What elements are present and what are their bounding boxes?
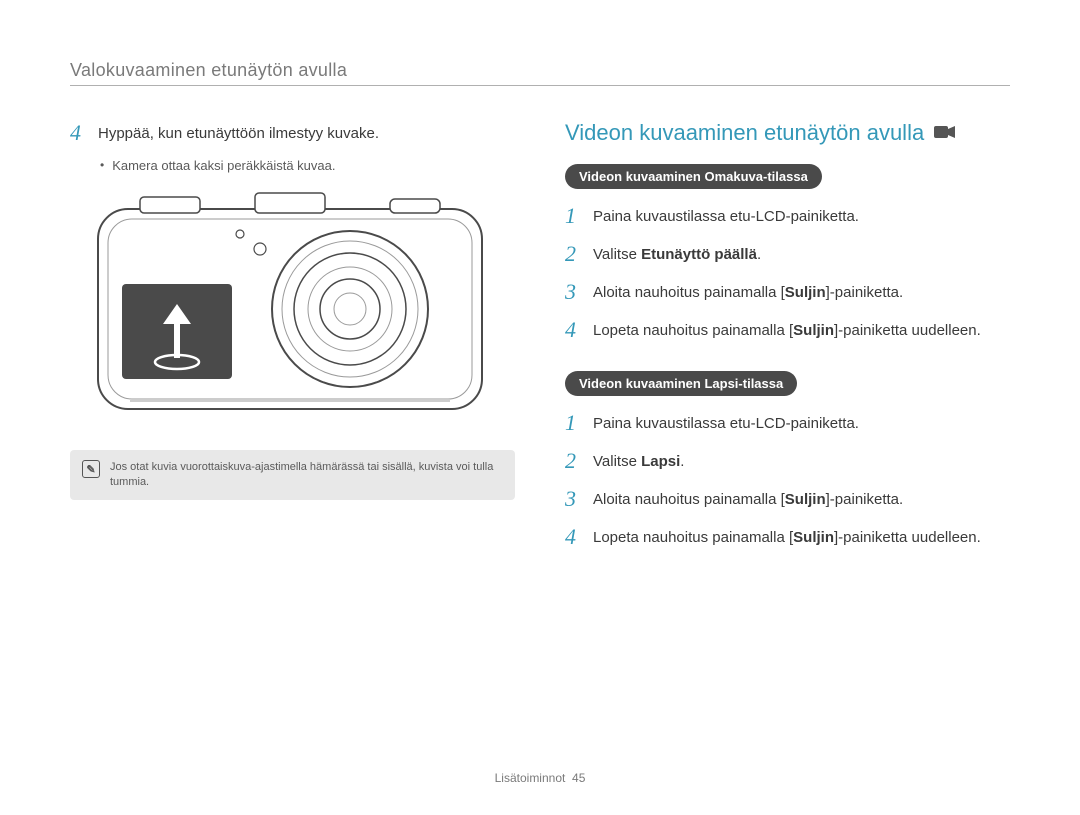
step-text: Hyppää, kun etunäyttöön ilmestyy kuvake. [98, 120, 379, 144]
section-title-text: Videon kuvaaminen etunäytön avulla [565, 120, 924, 146]
step-text: Aloita nauhoitus painamalla [Suljin]-pai… [593, 486, 903, 510]
sub-bullet: • Kamera ottaa kaksi peräkkäistä kuvaa. [100, 158, 515, 173]
section-title: Videon kuvaaminen etunäytön avulla [565, 120, 1010, 146]
step-number: 4 [565, 317, 583, 343]
step-number: 1 [565, 410, 583, 436]
step-text: Paina kuvaustilassa etu-LCD-painiketta. [593, 410, 859, 434]
section-omakuva: Videon kuvaaminen Omakuva-tilassa 1 Paina… [565, 164, 1010, 343]
step-item: 2 Valitse Lapsi. [565, 448, 1010, 474]
section-lapsi: Videon kuvaaminen Lapsi-tilassa 1 Paina k… [565, 371, 1010, 550]
page-header: Valokuvaaminen etunäytön avulla [70, 60, 1010, 86]
camera-illustration [90, 189, 515, 424]
step-number: 2 [565, 448, 583, 474]
pill-omakuva: Videon kuvaaminen Omakuva-tilassa [565, 164, 822, 189]
step-item: 2 Valitse Etunäyttö päällä. [565, 241, 1010, 267]
pill-lapsi: Videon kuvaaminen Lapsi-tilassa [565, 371, 797, 396]
step-number: 3 [565, 279, 583, 305]
step-number: 1 [565, 203, 583, 229]
bullet-icon: • [100, 158, 104, 173]
footer-page: 45 [572, 771, 585, 785]
footer-label: Lisätoiminnot [495, 771, 566, 785]
step-number: 4 [70, 120, 88, 146]
step-item: 4 Lopeta nauhoitus painamalla [Suljin]-pa… [565, 317, 1010, 343]
step-text: Aloita nauhoitus painamalla [Suljin]-pai… [593, 279, 903, 303]
step-text: Valitse Etunäyttö päällä. [593, 241, 761, 265]
step-text: Paina kuvaustilassa etu-LCD-painiketta. [593, 203, 859, 227]
page-footer: Lisätoiminnot 45 [0, 771, 1080, 785]
bullet-text: Kamera ottaa kaksi peräkkäistä kuvaa. [112, 158, 335, 173]
step-item: 3 Aloita nauhoitus painamalla [Suljin]-pa… [565, 486, 1010, 512]
step-text: Lopeta nauhoitus painamalla [Suljin]-pai… [593, 317, 981, 341]
step-item: 3 Aloita nauhoitus painamalla [Suljin]-pa… [565, 279, 1010, 305]
note-text: Jos otat kuvia vuorottaiskuva-ajastimell… [110, 460, 503, 490]
video-icon [934, 125, 956, 142]
step-item: 1 Paina kuvaustilassa etu-LCD-painiketta. [565, 410, 1010, 436]
step-text: Valitse Lapsi. [593, 448, 684, 472]
step-number: 4 [565, 524, 583, 550]
step-number: 3 [565, 486, 583, 512]
step-text: Lopeta nauhoitus painamalla [Suljin]-pai… [593, 524, 981, 548]
step-number: 2 [565, 241, 583, 267]
note-icon: ✎ [82, 460, 100, 478]
left-column: 4 Hyppää, kun etunäyttöön ilmestyy kuvak… [70, 120, 515, 578]
step-item: 1 Paina kuvaustilassa etu-LCD-painiketta. [565, 203, 1010, 229]
note-box: ✎ Jos otat kuvia vuorottaiskuva-ajastime… [70, 450, 515, 500]
step-item: 4 Lopeta nauhoitus painamalla [Suljin]-pa… [565, 524, 1010, 550]
step-4: 4 Hyppää, kun etunäyttöön ilmestyy kuvak… [70, 120, 515, 146]
right-column: Videon kuvaaminen etunäytön avulla Video… [565, 120, 1010, 578]
